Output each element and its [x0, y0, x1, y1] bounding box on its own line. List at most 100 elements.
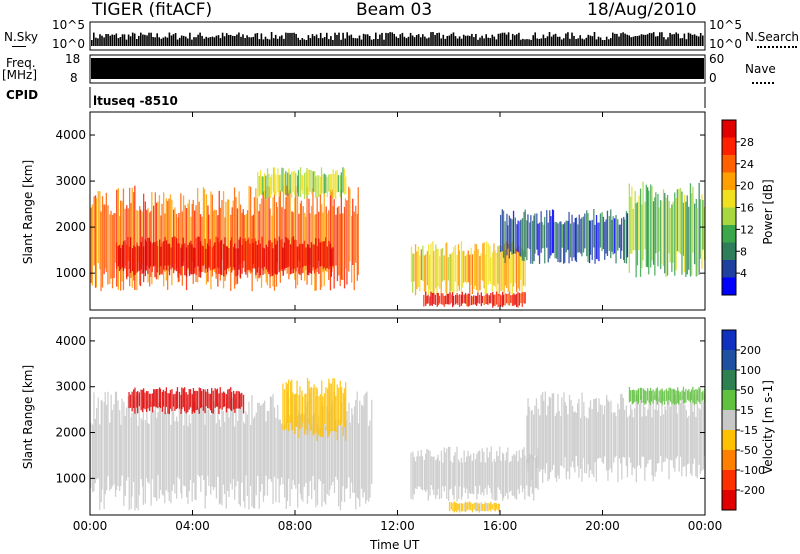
noise-bar	[266, 38, 269, 46]
heatmap-cell	[480, 462, 482, 495]
heatmap-cell	[672, 388, 675, 404]
heatmap-cell	[628, 415, 630, 458]
heatmap-cell	[635, 203, 637, 278]
noise-bar	[605, 36, 608, 46]
heatmap-cell	[458, 459, 460, 499]
heatmap-cell	[610, 209, 612, 259]
heatmap-cell	[222, 191, 225, 289]
heatmap-cell	[509, 257, 511, 294]
heatmap-cell	[133, 389, 135, 408]
heatmap-cell	[432, 241, 434, 296]
heatmap-cell	[568, 211, 570, 264]
heatmap-cell	[284, 209, 286, 271]
heatmap-cell	[516, 248, 518, 292]
heatmap-cell	[273, 407, 276, 477]
heatmap-cell	[584, 416, 586, 473]
heatmap-cell	[312, 171, 314, 192]
heatmap-cell	[684, 404, 686, 467]
heatmap-cell	[534, 457, 537, 489]
heatmap-cell	[143, 193, 145, 283]
heatmap-cell	[323, 241, 325, 268]
heatmap-cell	[342, 426, 344, 487]
heatmap-cell	[308, 198, 310, 272]
heatmap-cell	[214, 388, 216, 408]
noise-bar	[671, 34, 673, 46]
heatmap-cell	[194, 402, 196, 500]
noise-bar	[389, 32, 391, 46]
heatmap-cell	[493, 294, 495, 306]
heatmap-cell	[675, 401, 677, 459]
heatmap-cell	[690, 389, 693, 401]
noise-bar	[338, 32, 340, 46]
noise-bar	[262, 39, 265, 46]
heatmap-cell	[120, 200, 122, 291]
heatmap-cell	[436, 248, 438, 295]
colorbar-segment	[722, 470, 736, 491]
heatmap-cell	[309, 169, 311, 192]
heatmap-cell	[549, 397, 552, 473]
heatmap-cell	[655, 395, 657, 472]
heatmap-cell	[694, 203, 696, 265]
noise-bar	[422, 34, 424, 46]
heatmap-cell	[558, 411, 560, 479]
freq-bottom-tick: 8	[70, 71, 78, 85]
heatmap-cell	[194, 390, 196, 414]
heatmap-cell	[669, 406, 672, 460]
nave-legend-line	[752, 82, 774, 84]
heatmap-cell	[97, 397, 99, 479]
noise-bar	[681, 38, 684, 46]
heatmap-cell	[684, 194, 686, 273]
heatmap-cell	[269, 396, 272, 479]
noise-bar	[587, 34, 590, 46]
heatmap-cell	[328, 174, 330, 192]
heatmap-cell	[274, 238, 276, 274]
heatmap-cell	[667, 390, 669, 405]
heatmap-cell	[243, 215, 246, 261]
heatmap-cell	[414, 244, 417, 296]
noise-bar	[432, 32, 434, 46]
heatmap-cell	[312, 387, 314, 436]
heatmap-cell	[284, 173, 286, 194]
heatmap-cell	[218, 190, 220, 269]
heatmap-cell	[245, 411, 247, 476]
heatmap-cell	[507, 447, 509, 500]
heatmap-cell	[103, 402, 105, 510]
heatmap-cell	[305, 247, 307, 266]
heatmap-cell	[182, 237, 184, 266]
noise-bar	[405, 38, 408, 46]
heatmap-cell	[444, 452, 446, 487]
heatmap-cell	[110, 394, 112, 489]
heatmap-cell	[137, 425, 139, 511]
heatmap-cell	[210, 393, 212, 411]
heatmap-cell	[251, 238, 253, 273]
heatmap-cell	[685, 201, 687, 277]
heatmap-cell	[613, 412, 615, 463]
heatmap-cell	[549, 210, 551, 259]
heatmap-cell	[236, 208, 239, 284]
heatmap-cell	[332, 169, 334, 199]
heatmap-cell	[235, 391, 237, 409]
heatmap-cell	[467, 293, 469, 307]
heatmap-cell	[221, 239, 223, 276]
heatmap-cell	[550, 216, 552, 256]
heatmap-cell	[275, 202, 278, 287]
heatmap-cell	[468, 294, 471, 306]
noise-bar	[514, 35, 516, 46]
heatmap-cell	[308, 380, 310, 424]
heatmap-cell	[259, 243, 261, 276]
heatmap-cell	[554, 415, 556, 478]
heatmap-cell	[416, 456, 418, 489]
heatmap-cell	[184, 393, 186, 487]
heatmap-cell	[279, 239, 281, 271]
noise-bar	[679, 38, 682, 46]
velocity-panel	[90, 377, 706, 513]
heatmap-cell	[343, 168, 345, 195]
heatmap-cell	[198, 387, 200, 414]
heatmap-cell	[341, 402, 343, 502]
heatmap-cell	[489, 503, 491, 510]
noise-bar	[548, 32, 551, 46]
noise-bar	[189, 32, 191, 46]
noise-bar	[346, 32, 348, 46]
heatmap-cell	[120, 248, 122, 270]
heatmap-cell	[339, 421, 342, 511]
